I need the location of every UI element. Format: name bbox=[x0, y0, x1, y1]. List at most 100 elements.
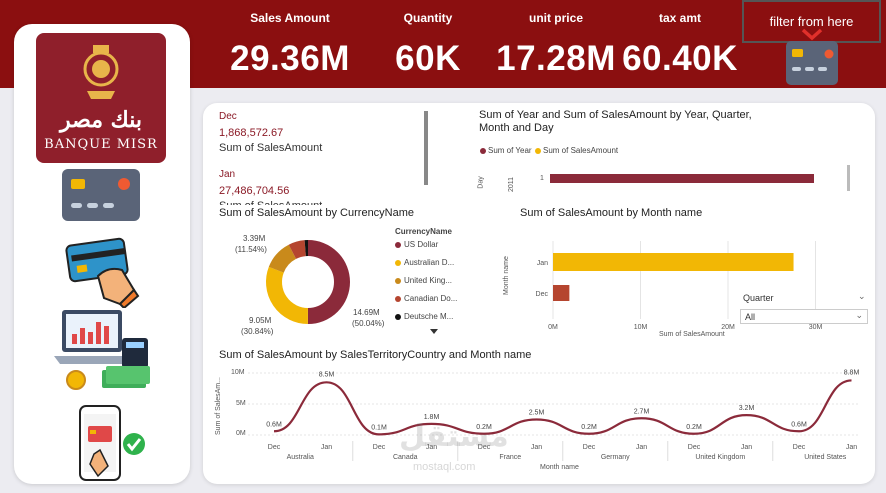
line-y-tick-10m: 10M bbox=[231, 369, 245, 376]
line-x-tick: Jan bbox=[741, 444, 752, 451]
donut-legend-title: CurrencyName bbox=[395, 227, 452, 236]
donut-label-left-value: 9.05M bbox=[249, 316, 272, 325]
bar-chart[interactable]: 0M 10M 20M 30M Jan Dec bbox=[533, 241, 843, 331]
donut-slice[interactable] bbox=[268, 244, 297, 274]
line-x-axis-label: Month name bbox=[540, 464, 579, 471]
line-x-tick: Dec bbox=[793, 444, 806, 451]
line-y-tick-0m: 0M bbox=[236, 430, 246, 437]
line-data-label: 0.6M bbox=[791, 421, 807, 428]
donut-label-left-pct: (30.84%) bbox=[241, 327, 274, 336]
line-group-label: Canada bbox=[393, 454, 418, 461]
bar-x-tick: 10M bbox=[634, 324, 648, 331]
legend-item-deutsche[interactable]: Deutsche M... bbox=[404, 312, 454, 321]
logo-latin-text: BANQUE MISR bbox=[44, 137, 158, 152]
line-data-label: 0.2M bbox=[581, 424, 597, 431]
kpi-label: Quantity bbox=[403, 11, 453, 25]
line-x-tick: Jan bbox=[321, 444, 332, 451]
legend-dot-ca bbox=[395, 296, 401, 302]
bar-category-label: Dec bbox=[536, 291, 549, 298]
line-y-axis-label: Sum of SalesAm... bbox=[215, 377, 222, 435]
line-data-label: 0.2M bbox=[476, 424, 492, 431]
bar-x-tick: 0M bbox=[548, 324, 558, 331]
legend-year: Sum of Year bbox=[488, 146, 532, 155]
donut-chart[interactable] bbox=[263, 237, 353, 327]
line-group-label: Australia bbox=[287, 454, 314, 461]
legend-item-us-dollar[interactable]: US Dollar bbox=[404, 240, 439, 249]
donut-label-right-pct: (50.04%) bbox=[352, 319, 385, 328]
line-chart-title: Sum of SalesAmount by SalesTerritoryCoun… bbox=[219, 349, 532, 361]
bar-jan[interactable] bbox=[553, 253, 794, 271]
legend-dot-year bbox=[480, 148, 486, 154]
donut-slice[interactable] bbox=[307, 240, 350, 324]
slicer-value: All bbox=[745, 312, 756, 322]
filter-card-icon[interactable] bbox=[783, 28, 841, 88]
decomp-axis-label: Day bbox=[477, 176, 485, 189]
chevron-down-icon: ⌄ bbox=[855, 310, 863, 320]
credit-card-icon[interactable] bbox=[60, 165, 142, 225]
line-x-tick: Jan bbox=[531, 444, 542, 451]
line-data-label: 0.1M bbox=[371, 424, 387, 431]
legend-dot-sales bbox=[535, 148, 541, 154]
line-x-tick: Dec bbox=[373, 444, 386, 451]
bar-y-axis-label: Month name bbox=[503, 256, 510, 295]
legend-dot-dm bbox=[395, 314, 401, 320]
legend-item-canadian[interactable]: Canadian Do... bbox=[404, 294, 458, 303]
line-data-label: 2.5M bbox=[529, 410, 545, 417]
bar-category-label: Jan bbox=[537, 260, 548, 267]
line-x-tick: Dec bbox=[268, 444, 281, 451]
line-group-label: France bbox=[499, 454, 521, 461]
bar-chart-title: Sum of SalesAmount by Month name bbox=[520, 207, 703, 219]
bar-dec[interactable] bbox=[553, 285, 570, 301]
kpi-value: 60K bbox=[395, 39, 461, 78]
watermark-arabic: مستقل bbox=[399, 419, 509, 454]
sales-line[interactable] bbox=[273, 379, 852, 436]
card-list-scrollbar[interactable] bbox=[424, 111, 428, 185]
line-data-label: 8.5M bbox=[319, 371, 335, 378]
bar-x-tick: 30M bbox=[809, 324, 823, 331]
donut-slice[interactable] bbox=[266, 266, 309, 324]
line-x-tick: Dec bbox=[478, 444, 491, 451]
slicer-collapse-icon[interactable]: ⌄ bbox=[858, 291, 866, 301]
line-group-label: Germany bbox=[601, 454, 630, 461]
legend-item-united-kingdom[interactable]: United King... bbox=[404, 276, 453, 285]
legend-dot-us bbox=[395, 242, 401, 248]
decomp-bar[interactable] bbox=[550, 174, 814, 183]
laptop-calculator-icon[interactable] bbox=[48, 304, 156, 394]
donut-title: Sum of SalesAmount by CurrencyName bbox=[219, 207, 415, 219]
quarter-slicer-dropdown[interactable]: All ⌄ bbox=[740, 309, 868, 324]
crest-icon bbox=[83, 45, 119, 99]
donut-label-right-value: 14.69M bbox=[353, 308, 380, 317]
decomp-scrollbar[interactable] bbox=[847, 165, 850, 191]
kpi-tax-amt: tax amt 60.40K bbox=[622, 9, 738, 86]
line-x-tick: Jan bbox=[636, 444, 647, 451]
legend-item-australian[interactable]: Australian D... bbox=[404, 258, 455, 267]
donut-slice[interactable] bbox=[288, 240, 307, 260]
decomp-row-label: 1 bbox=[540, 175, 544, 182]
card-metric-dec: Sum of SalesAmount bbox=[219, 142, 323, 154]
line-data-label: 2.7M bbox=[634, 408, 650, 415]
line-y-tick-5m: 5M bbox=[236, 400, 246, 407]
line-x-tick: Jan bbox=[846, 444, 857, 451]
line-data-label: 3.2M bbox=[739, 405, 755, 412]
legend-sales: Sum of SalesAmount bbox=[543, 146, 619, 155]
bank-logo: بنك مصر BANQUE MISR bbox=[36, 33, 166, 163]
donut-label-top-pct: (11.54%) bbox=[235, 245, 267, 254]
line-group-label: United States bbox=[804, 454, 847, 461]
slicer-label: Quarter bbox=[743, 293, 774, 303]
line-chart[interactable]: 0.6M Dec 8.5M Jan 0.1M Dec 1.8M Jan 0.2M Dec 2.5M J… bbox=[248, 365, 868, 465]
kpi-value: 17.28M bbox=[496, 39, 616, 78]
line-x-tick: Dec bbox=[688, 444, 701, 451]
line-data-label: 0.2M bbox=[686, 424, 702, 431]
card-payment-hand-icon[interactable] bbox=[64, 236, 140, 308]
kpi-unit-price: unit price 17.28M bbox=[494, 9, 618, 86]
bar-x-axis-label: Sum of SalesAmount bbox=[659, 331, 725, 338]
kpi-sales-amount: Sales Amount 29.36M bbox=[219, 9, 361, 86]
line-x-tick: Dec bbox=[583, 444, 596, 451]
line-data-label: 0.6M bbox=[266, 421, 282, 428]
legend-scroll-down-icon[interactable] bbox=[430, 329, 438, 334]
bar-x-tick: 20M bbox=[721, 324, 735, 331]
logo-arabic-text: بنك مصر bbox=[60, 107, 142, 133]
legend-dot-uk bbox=[395, 278, 401, 284]
legend-dot-au bbox=[395, 260, 401, 266]
mobile-payment-icon[interactable] bbox=[74, 404, 150, 484]
